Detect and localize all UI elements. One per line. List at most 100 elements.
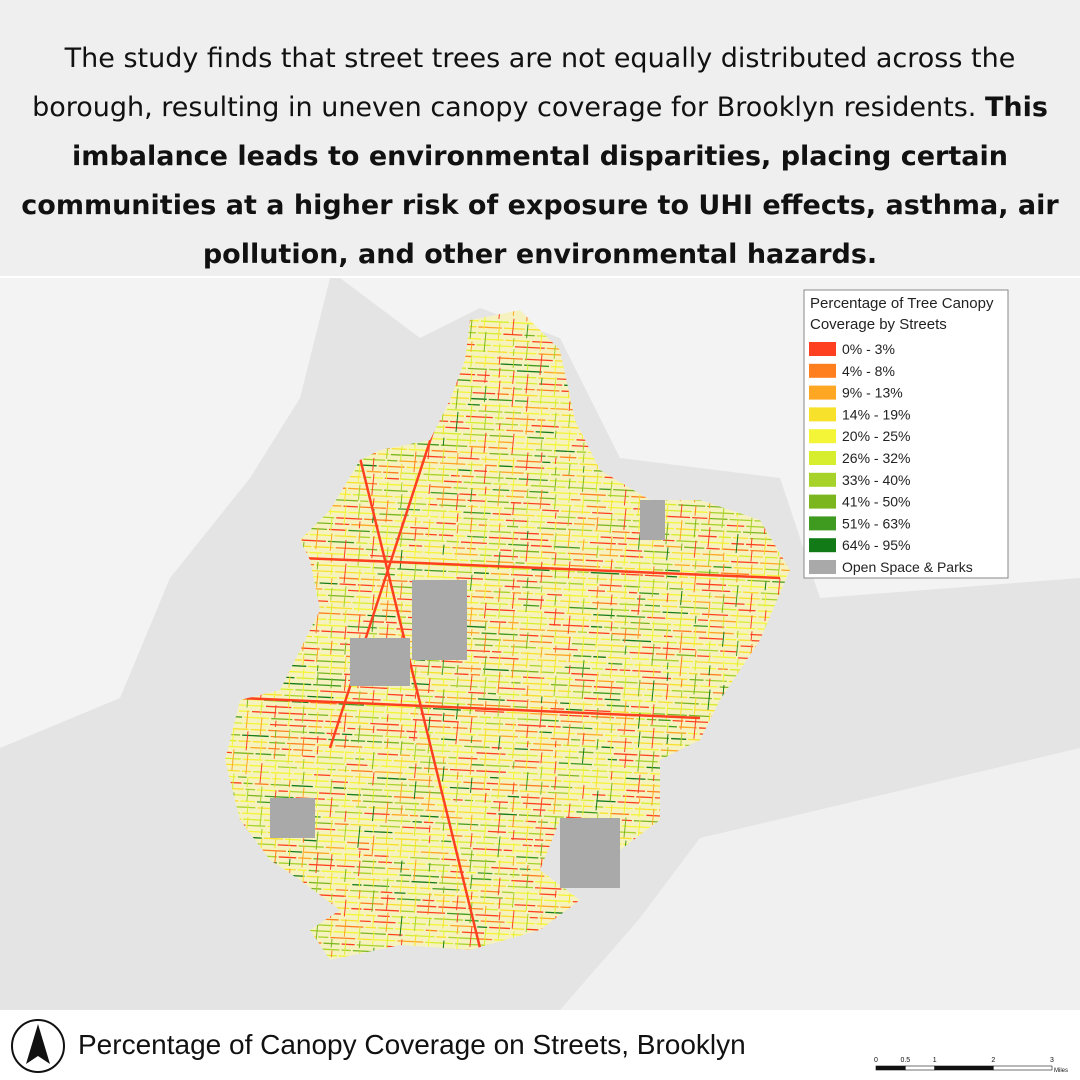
street: [623, 508, 627, 530]
street: [321, 870, 352, 874]
street: [580, 799, 595, 802]
street: [484, 752, 487, 767]
street: [493, 801, 508, 804]
street: [384, 489, 408, 493]
street: [422, 899, 435, 902]
street: [329, 533, 333, 551]
street: [364, 572, 376, 575]
street: [764, 581, 767, 591]
street: [470, 341, 473, 352]
street: [729, 518, 753, 522]
street: [259, 693, 283, 696]
street: [590, 595, 619, 599]
street: [259, 738, 263, 761]
street: [457, 667, 482, 670]
street: [699, 541, 730, 545]
street: [338, 703, 365, 706]
street: [639, 592, 660, 595]
street: [455, 493, 459, 511]
street: [470, 504, 473, 515]
street: [680, 718, 683, 730]
street: [498, 452, 501, 468]
street: [544, 665, 563, 668]
street: [483, 432, 487, 453]
street: [615, 561, 629, 564]
street: [469, 404, 473, 422]
street: [540, 671, 555, 674]
street: [566, 618, 589, 622]
street: [532, 778, 562, 782]
street: [597, 644, 624, 647]
street: [639, 754, 660, 757]
street: [615, 717, 634, 720]
street: [735, 640, 739, 656]
street: [428, 846, 431, 861]
street: [414, 763, 417, 779]
street: [595, 758, 606, 760]
street: [427, 519, 431, 538]
street: [316, 757, 319, 764]
street: [632, 657, 650, 661]
street: [693, 518, 697, 538]
street: [554, 581, 557, 592]
street: [510, 501, 522, 504]
street: [638, 805, 641, 818]
street: [539, 917, 558, 920]
street: [480, 920, 505, 923]
street: [467, 535, 487, 538]
street: [547, 593, 563, 596]
street: [450, 684, 478, 688]
street: [525, 750, 529, 770]
street: [506, 495, 525, 498]
street: [623, 657, 627, 675]
street: [370, 500, 396, 504]
street: [553, 655, 557, 673]
street: [722, 660, 725, 670]
street: [664, 695, 688, 699]
street: [637, 617, 641, 639]
street: [610, 621, 613, 632]
street: [475, 842, 495, 845]
street: [366, 758, 392, 762]
street: [486, 932, 509, 936]
street: [301, 647, 320, 650]
street: [542, 509, 560, 512]
street: [693, 697, 697, 715]
street: [581, 660, 585, 678]
street: [387, 459, 398, 462]
street: [357, 614, 361, 632]
street: [375, 837, 394, 840]
street: [588, 631, 610, 635]
street: [481, 404, 510, 408]
street: [522, 772, 538, 775]
street: [434, 756, 447, 758]
street: [624, 701, 627, 713]
street: [568, 893, 571, 904]
street: [298, 845, 324, 848]
street: [379, 513, 409, 517]
street: [421, 803, 435, 806]
street: [346, 763, 368, 767]
street: [750, 631, 753, 642]
street: [707, 550, 711, 567]
street: [342, 913, 364, 916]
street: [413, 743, 417, 761]
street: [469, 517, 473, 533]
street: [696, 583, 727, 586]
street: [399, 782, 403, 803]
street: [358, 809, 361, 823]
street: [694, 560, 697, 570]
street: [684, 546, 705, 549]
street: [516, 856, 539, 859]
street: [512, 338, 515, 347]
caption: Percentage of Canopy Coverage on Streets…: [78, 1029, 746, 1060]
street: [596, 722, 599, 736]
street: [444, 714, 455, 717]
street: [696, 571, 719, 574]
street: [625, 687, 646, 690]
street: [511, 592, 515, 609]
street: [358, 879, 361, 888]
street: [622, 795, 635, 798]
street: [554, 412, 557, 428]
street: [683, 690, 711, 694]
